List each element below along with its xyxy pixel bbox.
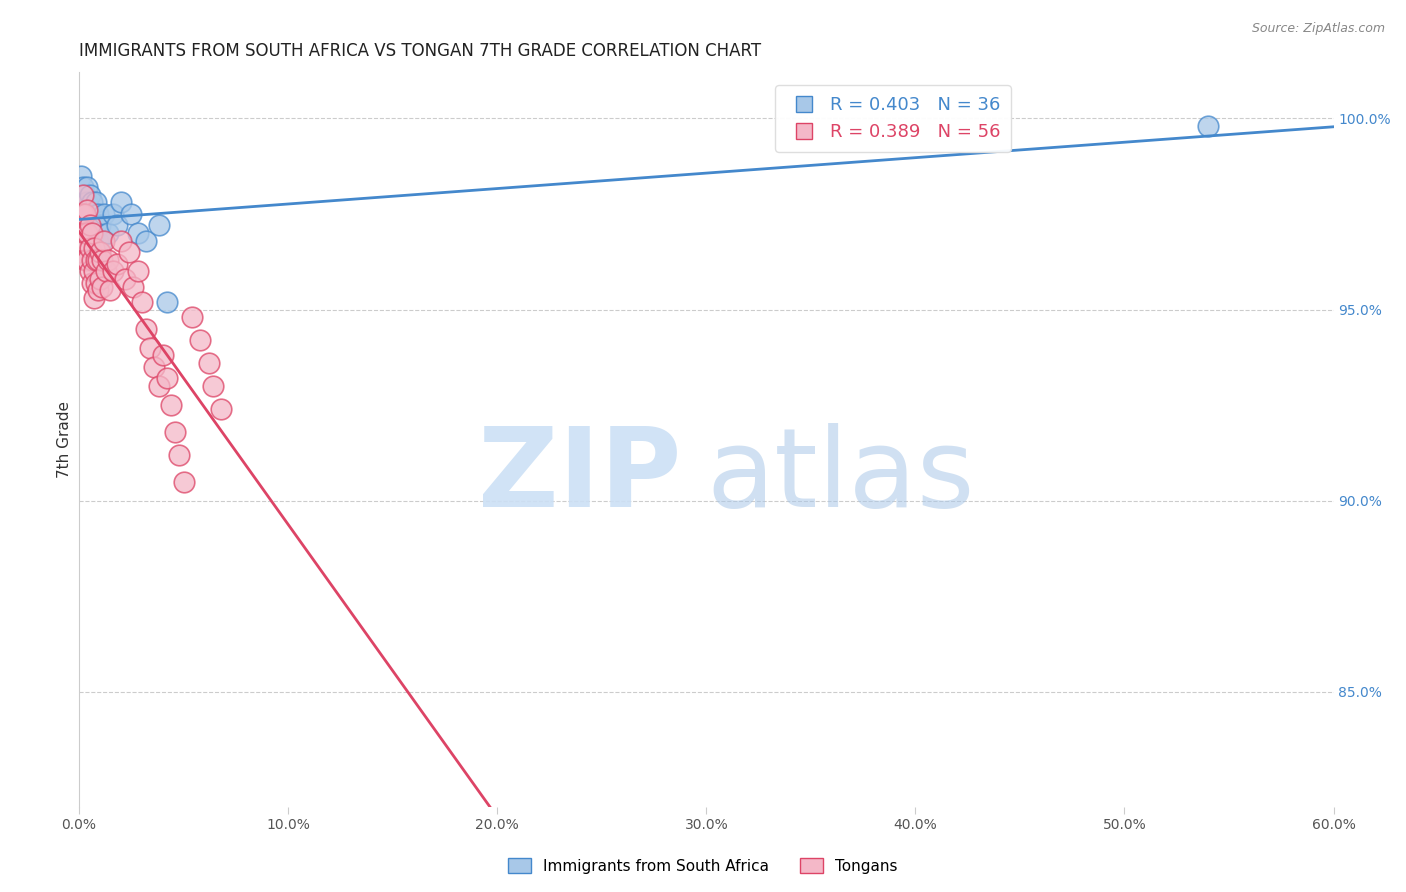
Point	[80, 207, 103, 221]
Text: ZIP: ZIP	[478, 423, 682, 530]
Point	[72, 187, 94, 202]
Point	[72, 180, 94, 194]
Point	[80, 226, 103, 240]
Point	[72, 207, 94, 221]
Point	[76, 252, 98, 267]
Point	[173, 475, 195, 489]
Text: IMMIGRANTS FROM SOUTH AFRICA VS TONGAN 7TH GRADE CORRELATION CHART: IMMIGRANTS FROM SOUTH AFRICA VS TONGAN 7…	[79, 42, 761, 60]
Point	[181, 310, 204, 325]
Point	[190, 333, 212, 347]
Point	[70, 207, 93, 221]
Legend: R = 0.403   N = 36, R = 0.389   N = 56: R = 0.403 N = 36, R = 0.389 N = 56	[775, 85, 1011, 152]
Point	[75, 226, 97, 240]
Text: atlas: atlas	[706, 423, 974, 530]
Point	[156, 371, 179, 385]
Point	[75, 207, 97, 221]
Point	[84, 195, 107, 210]
Point	[97, 226, 120, 240]
Point	[70, 195, 93, 210]
Point	[87, 207, 110, 221]
Point	[72, 226, 94, 240]
Point	[89, 245, 111, 260]
Point	[76, 203, 98, 218]
Legend: Immigrants from South Africa, Tongans: Immigrants from South Africa, Tongans	[502, 852, 904, 880]
Point	[70, 245, 93, 260]
Point	[139, 341, 162, 355]
Point	[91, 279, 114, 293]
Point	[105, 219, 128, 233]
Point	[75, 187, 97, 202]
Point	[84, 252, 107, 267]
Point	[135, 321, 157, 335]
Point	[122, 279, 145, 293]
Point	[1197, 119, 1219, 133]
Point	[201, 379, 224, 393]
Point	[79, 187, 101, 202]
Point	[80, 195, 103, 210]
Point	[72, 207, 94, 221]
Point	[84, 276, 107, 290]
Point	[118, 245, 141, 260]
Point	[79, 207, 101, 221]
Point	[160, 398, 183, 412]
Point	[76, 195, 98, 210]
Point	[91, 234, 114, 248]
Point	[127, 226, 149, 240]
Point	[96, 264, 118, 278]
Point	[70, 226, 93, 240]
Point	[76, 211, 98, 225]
Point	[91, 252, 114, 267]
Point	[72, 234, 94, 248]
Point	[87, 234, 110, 248]
Point	[110, 195, 132, 210]
Point	[105, 257, 128, 271]
Point	[87, 252, 110, 267]
Point	[120, 207, 142, 221]
Text: Source: ZipAtlas.com: Source: ZipAtlas.com	[1251, 22, 1385, 36]
Point	[70, 169, 93, 183]
Point	[156, 294, 179, 309]
Point	[100, 284, 122, 298]
Point	[75, 203, 97, 218]
Y-axis label: 7th Grade: 7th Grade	[58, 401, 72, 478]
Point	[79, 219, 101, 233]
Point	[83, 241, 105, 255]
Point	[89, 272, 111, 286]
Point	[131, 294, 153, 309]
Point	[148, 379, 170, 393]
Point	[114, 272, 136, 286]
Point	[101, 264, 124, 278]
Point	[79, 264, 101, 278]
Point	[143, 359, 166, 374]
Point	[110, 234, 132, 248]
Point	[97, 252, 120, 267]
Point	[80, 276, 103, 290]
Point	[148, 219, 170, 233]
Point	[152, 348, 174, 362]
Point	[127, 264, 149, 278]
Point	[89, 219, 111, 233]
Point	[76, 226, 98, 240]
Point	[83, 291, 105, 305]
Point	[76, 180, 98, 194]
Point	[75, 252, 97, 267]
Point	[87, 284, 110, 298]
Point	[80, 252, 103, 267]
Point	[169, 448, 191, 462]
Point	[83, 207, 105, 221]
Point	[79, 241, 101, 255]
Point	[165, 425, 187, 439]
Point	[101, 207, 124, 221]
Point	[83, 264, 105, 278]
Point	[75, 219, 97, 233]
Point	[84, 219, 107, 233]
Point	[80, 219, 103, 233]
Point	[209, 401, 232, 416]
Point	[93, 207, 115, 221]
Point	[83, 226, 105, 240]
Point	[93, 234, 115, 248]
Point	[135, 234, 157, 248]
Point	[197, 356, 219, 370]
Point	[79, 226, 101, 240]
